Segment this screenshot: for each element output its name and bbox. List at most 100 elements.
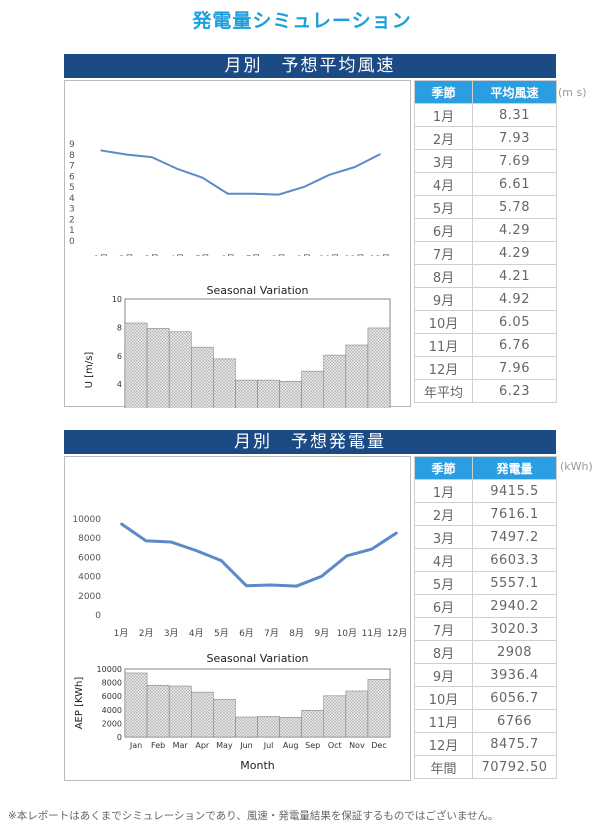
table-row: 6月 2940.2 xyxy=(414,594,557,618)
season-cell: 9月 xyxy=(414,287,473,311)
y-tick-label: 0 xyxy=(117,733,122,742)
data-point xyxy=(353,166,356,168)
data-point xyxy=(195,549,198,552)
bar xyxy=(367,327,391,408)
value-cell: 2908 xyxy=(472,640,557,664)
energy-table-header-season: 季節 xyxy=(414,456,473,480)
y-tick-label: 8 xyxy=(117,323,122,332)
y-tick-label: 3 xyxy=(69,205,75,215)
y-tick-label: 4000 xyxy=(102,706,122,715)
x-tick-label: 7月 xyxy=(246,254,261,256)
season-cell: 4月 xyxy=(414,172,473,196)
value-cell: 8475.7 xyxy=(472,732,557,756)
table-row: 4月 6.61 xyxy=(414,172,557,196)
y-tick-label: 7 xyxy=(69,162,75,172)
data-point xyxy=(270,584,273,586)
table-row: 7月 3020.3 xyxy=(414,617,557,641)
table-row: 10月 6.05 xyxy=(414,310,557,334)
season-cell: 5月 xyxy=(414,571,473,595)
x-tick-label: 12月 xyxy=(370,254,390,256)
x-tick-label: 2月 xyxy=(119,254,134,256)
energy-chart-panel: 0 2000 4000 6000 8000 10000 1月 2月 3月 4月 5月 6月 7月 8月 9月… xyxy=(64,456,411,781)
y-tick-label: 1 xyxy=(69,226,75,236)
wind-table-header-season: 季節 xyxy=(414,80,473,104)
table-row: 1月 9415.5 xyxy=(414,479,557,503)
season-cell: 9月 xyxy=(414,663,473,687)
x-tick-label: Sep xyxy=(305,741,320,750)
table-footer-row: 年間 70792.50 xyxy=(414,755,557,779)
data-point xyxy=(170,541,172,543)
x-tick-label: 5月 xyxy=(195,254,210,256)
x-tick-label: 4月 xyxy=(189,628,204,639)
footnote: ※本レポートはあくまでシミュレーションであり、風速・発電量結果を保証するものでは… xyxy=(8,810,499,822)
x-tick-label: May xyxy=(216,741,233,750)
x-tick-label: 3月 xyxy=(164,628,179,639)
value-cell: 9415.5 xyxy=(472,479,557,503)
value-cell: 2940.2 xyxy=(472,594,557,618)
table-row: 12月 8475.7 xyxy=(414,732,557,756)
table-row: 5月 5557.1 xyxy=(414,571,557,595)
bar xyxy=(168,685,192,738)
footer-value-cell: 6.23 xyxy=(472,379,557,403)
season-cell: 8月 xyxy=(414,264,473,288)
bar xyxy=(191,691,214,738)
bar-chart-title: Seasonal Variation xyxy=(206,284,308,297)
y-tick-label: 5 xyxy=(69,183,75,193)
footer-value-cell: 70792.50 xyxy=(472,755,557,779)
bar xyxy=(146,328,170,408)
season-cell: 7月 xyxy=(414,241,473,265)
table-row: 3月 7.69 xyxy=(414,149,557,173)
x-axis-label: Month xyxy=(240,759,275,772)
y-axis-label: AEP [KWh] xyxy=(74,677,85,730)
bar xyxy=(279,380,302,408)
data-point xyxy=(252,192,254,195)
y-axis-label: U [m/s] xyxy=(84,352,95,389)
value-cell: 8.31 xyxy=(472,103,557,127)
table-row: 11月 6766 xyxy=(414,709,557,733)
x-tick-label: 9月 xyxy=(314,628,329,639)
bar xyxy=(124,672,148,738)
y-tick-label: 8000 xyxy=(102,679,122,688)
y-tick-label: 10 xyxy=(112,295,122,304)
table-row: 8月 4.21 xyxy=(414,264,557,288)
season-cell: 10月 xyxy=(414,310,473,334)
bar xyxy=(257,379,280,408)
table-row: 10月 6056.7 xyxy=(414,686,557,710)
bar xyxy=(301,370,325,408)
season-cell: 6月 xyxy=(414,218,473,242)
data-point xyxy=(303,186,305,188)
table-row: 9月 3936.4 xyxy=(414,663,557,687)
bar xyxy=(323,354,347,408)
y-tick-label: 10000 xyxy=(97,665,122,674)
data-point xyxy=(320,575,323,578)
energy-table: 季節 発電量 1月 9415.5 2月 7616.1 3月 7497.2 4月 6603.3 5… xyxy=(414,456,557,779)
energy-bar-chart: Seasonal Variation 0 2000 4000 6000 8000 10000… xyxy=(74,652,391,772)
table-row: 7月 4.29 xyxy=(414,241,557,265)
y-tick-label: 6000 xyxy=(102,692,122,701)
table-row: 12月 7.96 xyxy=(414,356,557,380)
y-tick-label: 2 xyxy=(69,215,75,225)
bar xyxy=(301,709,325,738)
wind-chart-panel: 01234567891月2月3月4月5月6月7月8月9月10月11月12月 Se… xyxy=(64,80,411,408)
x-tick-label: 5月 xyxy=(214,628,229,639)
x-tick-label: Nov xyxy=(349,741,365,750)
data-point xyxy=(145,540,147,542)
season-cell: 1月 xyxy=(414,103,473,127)
data-point xyxy=(120,522,122,525)
table-row: 2月 7616.1 xyxy=(414,502,557,526)
season-cell: 12月 xyxy=(414,356,473,380)
series-line xyxy=(120,522,398,588)
x-tick-label: Oct xyxy=(328,741,342,750)
bar xyxy=(257,716,280,738)
bar xyxy=(235,716,258,738)
table-row: 3月 7497.2 xyxy=(414,525,557,549)
table-row: 2月 7.93 xyxy=(414,126,557,150)
season-cell: 2月 xyxy=(414,502,473,526)
y-tick-label: 6 xyxy=(117,352,122,361)
value-cell: 7.69 xyxy=(472,149,557,173)
x-tick-label: Apr xyxy=(195,741,210,750)
page-title: 発電量シミュレーション xyxy=(192,10,412,32)
value-cell: 6.05 xyxy=(472,310,557,334)
value-cell: 7.93 xyxy=(472,126,557,150)
